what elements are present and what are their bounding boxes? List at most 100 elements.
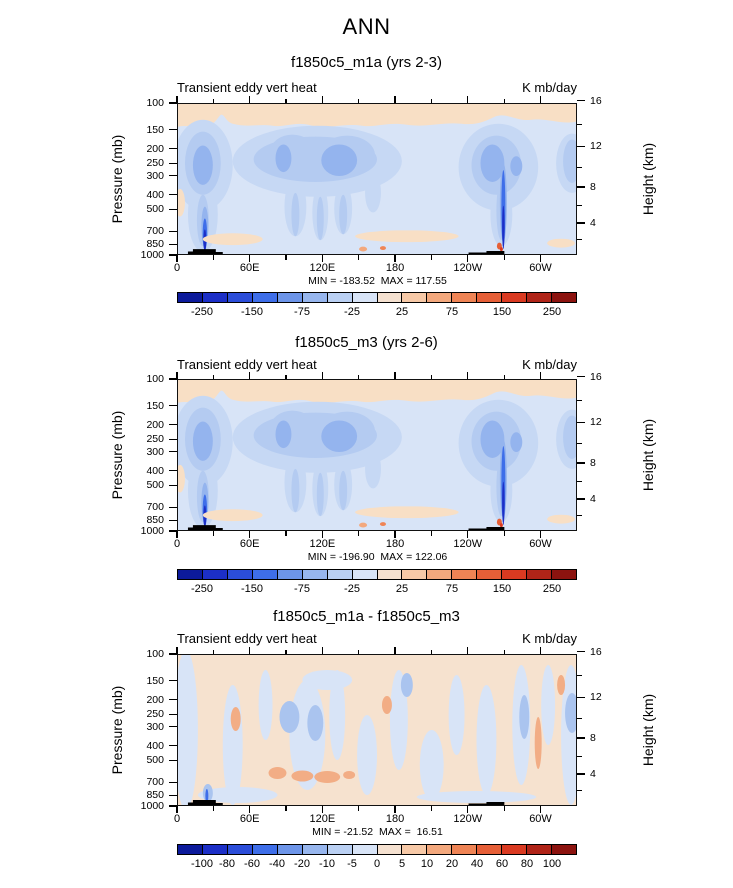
colorbar-cell: [427, 570, 453, 579]
height-minor-tick: [577, 442, 582, 444]
pressure-tick-label: 100: [146, 648, 164, 660]
pressure-tick: [169, 230, 177, 233]
colorbar-cell: [302, 845, 328, 854]
height-tick: [577, 186, 585, 188]
panel3-height-axis-title: Height (km): [640, 693, 656, 767]
pressure-tick-label: 850: [146, 514, 164, 527]
pressure-tick: [169, 162, 177, 165]
colorbar-cell: [302, 570, 328, 579]
height-tick-label: 4: [590, 768, 596, 781]
pressure-tick-label: 500: [146, 203, 164, 216]
pressure-tick: [169, 713, 177, 716]
pressure-tick: [169, 438, 177, 441]
x-tick-label: 60W: [529, 538, 552, 550]
panel3-minmax-stats: MIN = -21.52 MAX = 16.51: [312, 826, 443, 838]
x-tick: [467, 647, 469, 654]
colorbar-cell: [502, 845, 528, 854]
colorbar-cell: [452, 845, 478, 854]
panel1-field-label: Transient eddy vert heat: [177, 80, 317, 95]
pressure-tick: [169, 680, 177, 682]
colorbar-cell: [402, 845, 428, 854]
height-tick: [577, 375, 585, 378]
page-title: ANN: [342, 14, 391, 39]
colorbar-cell: [427, 293, 453, 302]
pressure-tick: [169, 759, 177, 761]
x-tick-label: 180: [385, 262, 405, 274]
height-minor-tick: [577, 717, 582, 719]
x-tick: [176, 531, 178, 538]
colorbar-cell: [402, 570, 428, 579]
height-tick-label: 12: [590, 416, 602, 429]
colorbar-cell: [202, 570, 228, 579]
pressure-tick-label: 250: [146, 708, 164, 721]
pressure-tick: [169, 506, 177, 509]
colorbar-tick-label: 25: [395, 583, 409, 595]
pressure-tick: [169, 193, 177, 196]
height-tick-label: 12: [590, 140, 602, 153]
x-tick: [467, 531, 469, 538]
panel2-pressure-axis-title: Pressure (mb): [109, 410, 125, 500]
colorbar-cell: [377, 845, 403, 854]
x-tick: [321, 255, 324, 262]
height-tick-label: 8: [590, 180, 596, 193]
colorbar-tick-label: 150: [492, 583, 512, 595]
colorbar-tick-label: -80: [219, 858, 235, 870]
x-minor-tick: [285, 531, 287, 536]
height-tick: [577, 99, 585, 102]
pressure-tick-label: 100: [146, 373, 164, 385]
colorbar-cell: [427, 845, 453, 854]
x-tick: [321, 531, 324, 538]
x-tick-label: 60E: [239, 262, 260, 274]
pressure-tick-label: 1000: [140, 800, 164, 812]
colorbar-cell: [178, 845, 203, 854]
x-minor-tick: [430, 255, 433, 260]
pressure-tick: [169, 653, 177, 655]
height-tick: [577, 421, 585, 424]
colorbar-tick-label: 250: [542, 583, 562, 595]
pressure-tick: [169, 405, 177, 407]
pressure-tick-label: 300: [146, 445, 164, 458]
colorbar-tick-label: -60: [244, 858, 260, 870]
colorbar-cell: [227, 845, 253, 854]
pressure-tick-label: 300: [146, 720, 164, 733]
colorbar-cell: [377, 570, 403, 579]
panel3-field-label: Transient eddy vert heat: [177, 631, 317, 646]
pressure-tick-label: 850: [146, 238, 164, 251]
panel2-title: f1850c5_m3 (yrs 2-6): [295, 334, 438, 351]
colorbar-tick-label: 80: [520, 858, 534, 870]
x-minor-tick: [358, 255, 360, 260]
panel1-units-label: K mb/day: [522, 80, 577, 95]
panel3-units-label: K mb/day: [522, 631, 577, 646]
height-tick-label: 16: [590, 645, 602, 658]
pressure-tick-label: 150: [146, 399, 164, 412]
colorbar-cell: [452, 293, 478, 302]
colorbar-tick-label: -20: [294, 858, 310, 870]
colorbar-cell: [178, 293, 203, 302]
pressure-tick: [169, 530, 177, 532]
panel2-contour-field: [178, 380, 576, 530]
x-tick-label: 60W: [529, 262, 552, 274]
height-minor-tick: [577, 123, 582, 125]
pressure-tick: [169, 725, 177, 728]
pressure-tick: [169, 148, 177, 150]
pressure-tick: [169, 243, 177, 245]
colorbar-cell: [252, 845, 278, 854]
pressure-tick: [169, 424, 177, 426]
x-tick: [539, 96, 542, 103]
x-tick: [176, 647, 178, 654]
height-minor-tick: [577, 790, 582, 792]
colorbar-cell: [277, 570, 303, 579]
colorbar-cell: [227, 293, 253, 302]
x-tick-label: 120W: [453, 813, 483, 825]
x-tick-label: 120W: [453, 262, 483, 274]
panel2-minmax-stats: MIN = -196.90 MAX = 122.06: [307, 551, 448, 563]
height-tick-label: 16: [590, 370, 602, 383]
x-tick-label: 120E: [309, 262, 336, 274]
colorbar-tick-label: 20: [445, 858, 459, 870]
colorbar-tick-label: -250: [190, 583, 214, 595]
x-tick: [321, 96, 324, 103]
x-tick-label: 120W: [453, 538, 483, 550]
pressure-tick-label: 200: [146, 142, 164, 155]
colorbar-tick-label: 10: [420, 858, 434, 870]
height-tick: [577, 498, 585, 500]
